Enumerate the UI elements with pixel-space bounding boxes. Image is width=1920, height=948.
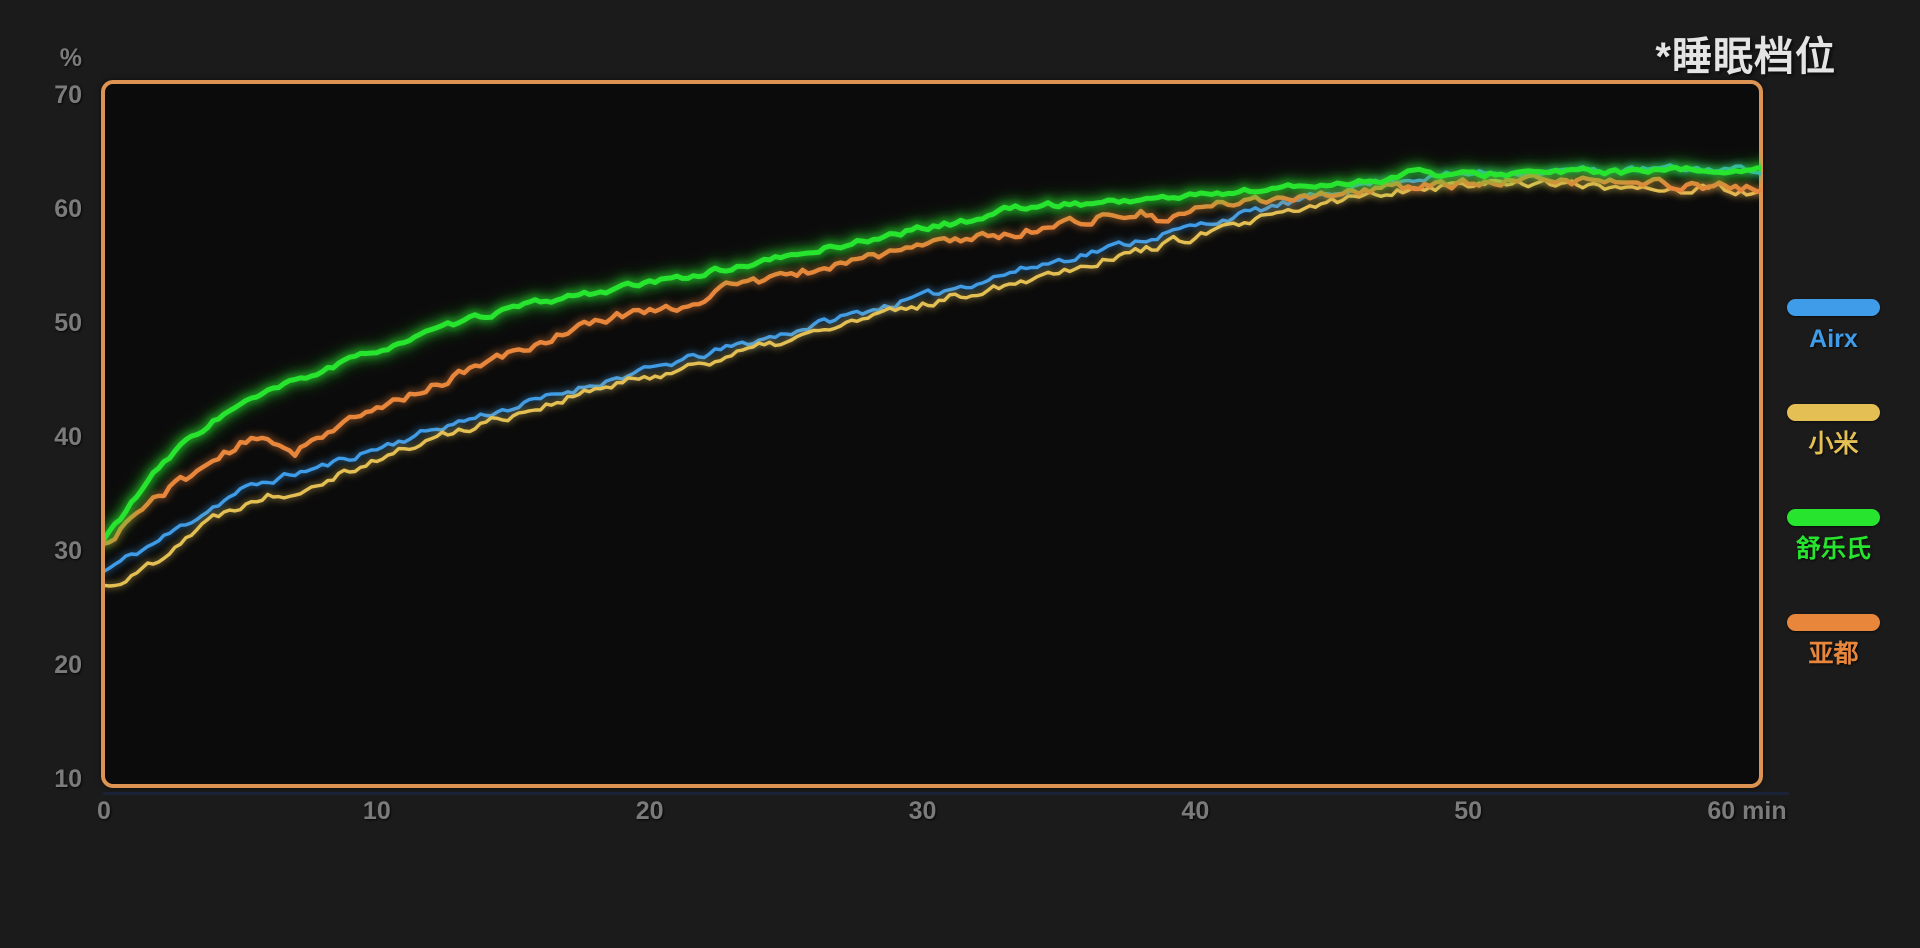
x-tick-label: 0 xyxy=(97,797,111,825)
x-tick-label: 10 xyxy=(362,797,391,825)
y-tick-label: 20 xyxy=(54,651,82,679)
plot-area-frame xyxy=(101,80,1763,788)
legend-label: 小米 xyxy=(1808,430,1859,458)
legend-item-airx[interactable]: Airx xyxy=(1787,299,1880,353)
x-tick-label: 60 min xyxy=(1707,797,1787,825)
legend-item-series-2[interactable]: 舒乐氏 xyxy=(1787,509,1880,563)
legend-swatch xyxy=(1787,299,1880,316)
y-axis-unit-label: % xyxy=(59,44,82,72)
x-tick-label: 50 xyxy=(1454,797,1483,825)
legend-swatch xyxy=(1787,614,1880,631)
legend-label: 亚都 xyxy=(1808,640,1859,668)
x-tick-label: 40 xyxy=(1181,797,1210,825)
legend-label: 舒乐氏 xyxy=(1795,535,1871,563)
y-tick-label: 30 xyxy=(54,537,82,565)
legend-swatch xyxy=(1787,509,1880,526)
legend-item-series-3[interactable]: 亚都 xyxy=(1787,614,1880,668)
x-tick-label: 20 xyxy=(635,797,664,825)
y-tick-label: 50 xyxy=(54,309,82,337)
legend-label: Airx xyxy=(1809,325,1858,353)
y-tick-label: 70 xyxy=(54,81,82,109)
y-tick-label: 60 xyxy=(54,195,82,223)
y-tick-label: 10 xyxy=(54,765,82,793)
plot-underline xyxy=(103,792,1789,795)
chart-title: *睡眠档位 xyxy=(1655,35,1836,79)
y-tick-label: 40 xyxy=(54,423,82,451)
x-tick-label: 30 xyxy=(908,797,937,825)
legend-item-series-1[interactable]: 小米 xyxy=(1787,404,1880,458)
legend-swatch xyxy=(1787,404,1880,421)
